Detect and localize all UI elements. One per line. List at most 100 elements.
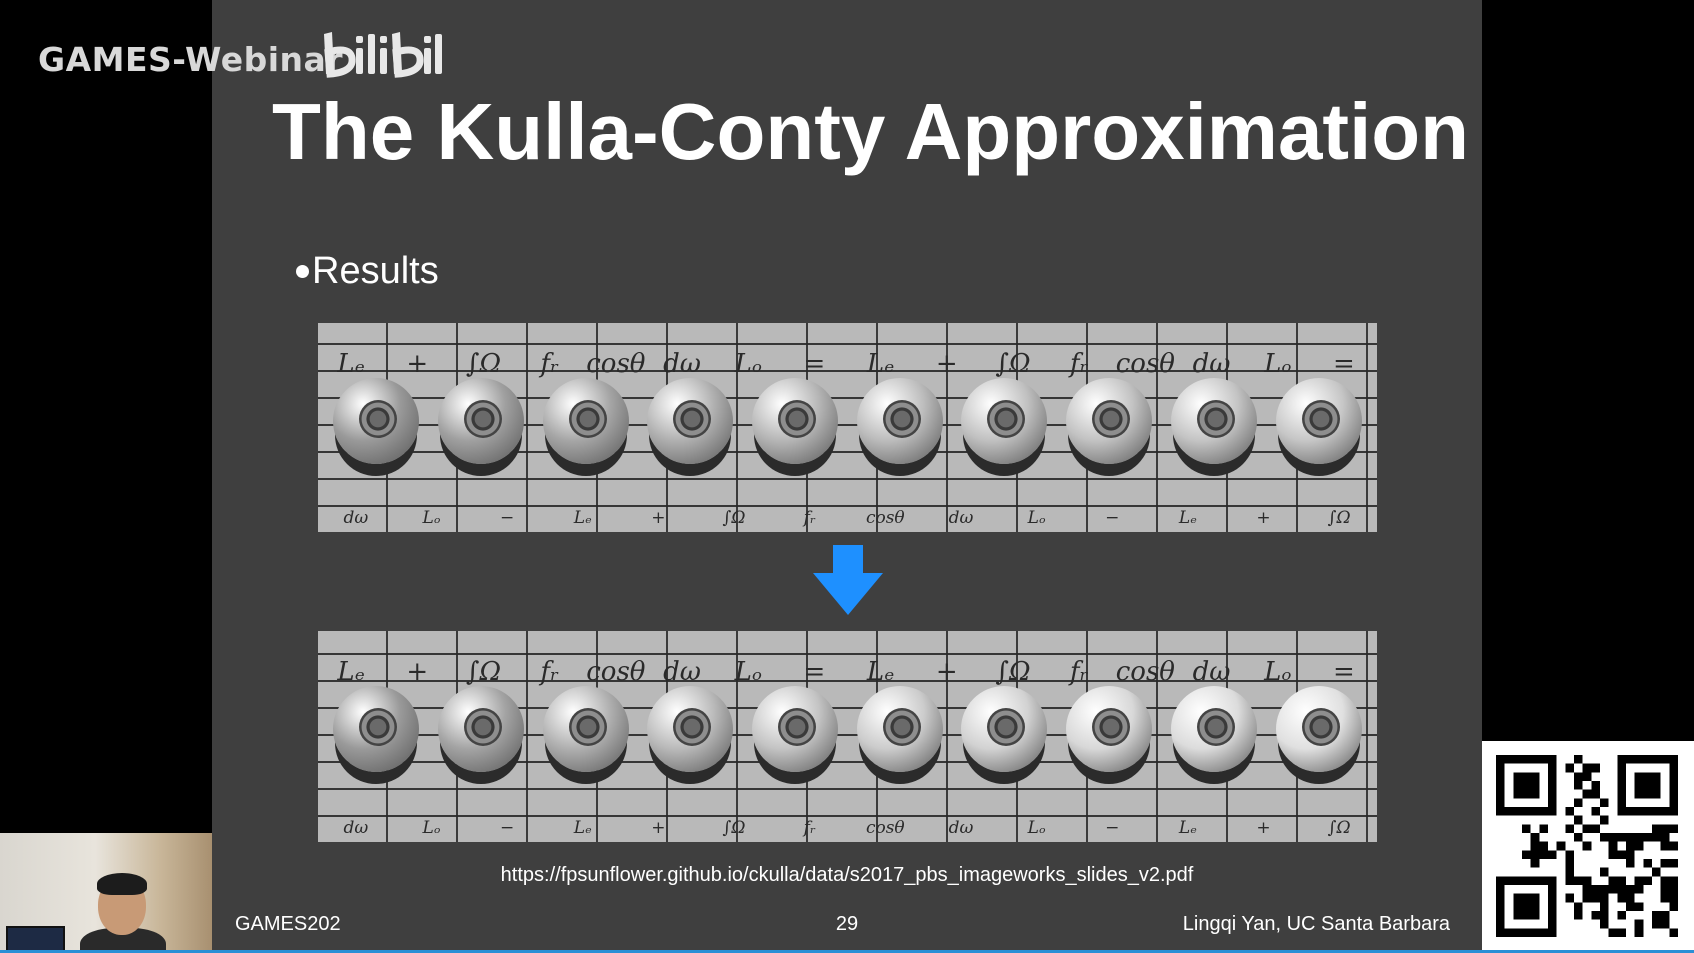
render-symbol: dω	[343, 818, 369, 838]
slide-title: The Kulla-Conty Approximation	[272, 87, 1470, 176]
material-sphere	[1275, 378, 1362, 464]
render-symbol: dω	[663, 349, 701, 379]
render-symbols-upper: Lₑ + ∫Ω fᵣ cosθ dω Lₒ = Lₑ + ∫Ω fᵣ cosθ dω Lₒ =	[318, 349, 1377, 379]
render-image-before: Lₑ + ∫Ω fᵣ cosθ dω Lₒ = Lₑ + ∫Ω fᵣ cosθ dω Lₒ = dω Lₒ − Lₑ…	[318, 323, 1377, 532]
material-sphere	[1170, 686, 1257, 772]
render-symbol: dω	[663, 657, 701, 687]
render-image-after: Lₑ + ∫Ω fᵣ cosθ dω Lₒ = Lₑ + ∫Ω fᵣ cosθ dω Lₒ = dω Lₒ − Lₑ…	[318, 631, 1377, 842]
render-symbol: dω	[1192, 349, 1231, 379]
presentation-slide: The Kulla-Conty Approximation Results Lₑ…	[212, 0, 1482, 953]
material-sphere	[1066, 378, 1153, 464]
material-sphere	[961, 686, 1048, 772]
render-symbol: ∫Ω	[465, 657, 502, 687]
render-symbol: ∫Ω	[995, 349, 1031, 379]
render-symbol: fᵣ	[1069, 349, 1089, 379]
monitor-icon	[6, 926, 65, 953]
render-symbols-lower: dω Lₒ − Lₑ + ∫Ω fᵣ cosθ dω Lₒ − Lₑ + ∫Ω	[318, 818, 1377, 838]
material-sphere	[438, 686, 525, 772]
material-sphere	[752, 686, 839, 772]
bullet-item: Results	[296, 250, 439, 293]
source-link[interactable]: https://fpsunflower.github.io/ckulla/dat…	[500, 864, 1194, 886]
render-symbol: −	[499, 818, 515, 838]
render-symbol: Lₑ	[1178, 818, 1197, 838]
render-symbol: Lₑ	[337, 349, 365, 379]
render-symbol: =	[803, 657, 826, 687]
render-symbol: cosθ	[1115, 349, 1175, 379]
render-symbol: cosθ	[1115, 657, 1175, 687]
material-sphere	[542, 686, 629, 772]
material-sphere	[438, 378, 525, 464]
render-symbol: fᵣ	[540, 657, 559, 687]
speaker-webcam	[0, 833, 212, 953]
render-symbol: +	[406, 349, 429, 379]
down-arrow-icon	[813, 545, 883, 615]
render-symbol: Lₒ	[1264, 657, 1292, 687]
material-sphere	[856, 378, 943, 464]
render-symbol: cosθ	[586, 657, 646, 687]
render-symbol: −	[1105, 508, 1120, 528]
render-symbol: ∫Ω	[465, 349, 502, 379]
render-symbol: Lₑ	[866, 657, 895, 687]
material-sphere	[647, 378, 734, 464]
render-symbol: +	[651, 508, 666, 528]
progress-line	[0, 950, 1694, 953]
render-symbol: +	[406, 657, 429, 687]
material-sphere	[856, 686, 943, 772]
material-sphere	[961, 378, 1048, 464]
render-symbol: dω	[948, 508, 974, 528]
sphere-row-top	[318, 378, 1377, 464]
render-symbol: +	[1256, 508, 1271, 528]
render-symbol: fᵣ	[540, 349, 559, 379]
render-symbol: dω	[1192, 657, 1231, 687]
render-symbol: ∫Ω	[1327, 818, 1351, 838]
render-symbol: =	[803, 349, 826, 379]
render-symbol: =	[1333, 657, 1355, 687]
render-symbol: Lₒ	[422, 508, 441, 528]
author-affiliation: Lingqi Yan, UC Santa Barbara	[1182, 913, 1450, 935]
material-sphere	[752, 378, 839, 464]
render-symbol: Lₒ	[734, 657, 762, 687]
material-sphere	[333, 378, 420, 464]
material-sphere	[333, 686, 420, 772]
render-symbol: Lₒ	[734, 349, 762, 379]
games-webinar-watermark: GAMES-Webinar	[38, 40, 344, 79]
material-sphere	[1275, 686, 1362, 772]
render-symbol: fᵣ	[803, 508, 816, 528]
bilibili-logo-icon	[324, 32, 442, 78]
render-symbol: Lₑ	[1178, 508, 1197, 528]
render-symbol: Lₒ	[1027, 508, 1046, 528]
material-sphere	[542, 378, 629, 464]
sphere-row-bottom	[318, 686, 1377, 772]
material-sphere	[1066, 686, 1153, 772]
render-symbol: Lₒ	[1264, 349, 1292, 379]
render-symbol: ∫Ω	[1327, 508, 1351, 528]
material-sphere	[1170, 378, 1257, 464]
render-symbol: =	[1333, 349, 1355, 379]
speaker-hair	[97, 873, 147, 895]
material-sphere	[647, 686, 734, 772]
render-symbol: +	[935, 349, 958, 379]
render-symbols-lower: dω Lₒ − Lₑ + ∫Ω fᵣ cosθ dω Lₒ − Lₑ + ∫Ω	[318, 508, 1377, 528]
bullet-dot-icon	[296, 265, 309, 278]
page-number: 29	[835, 913, 859, 935]
render-symbol: +	[935, 657, 958, 687]
render-symbol: cosθ	[586, 349, 646, 379]
render-symbol: dω	[948, 818, 974, 838]
render-symbol: Lₑ	[337, 657, 365, 687]
qr-code-icon	[1496, 755, 1678, 937]
render-symbol: ∫Ω	[995, 657, 1031, 687]
bilibili-logo	[320, 28, 444, 97]
render-symbol: Lₑ	[866, 349, 895, 379]
render-symbol: Lₑ	[573, 818, 592, 838]
render-symbol: ∫Ω	[722, 818, 746, 838]
render-symbol: ∫Ω	[722, 508, 746, 528]
render-symbol: −	[1105, 818, 1120, 838]
render-symbol: −	[499, 508, 515, 528]
render-symbol: cosθ	[865, 508, 905, 528]
render-symbol: +	[1256, 818, 1271, 838]
bullet-text: Results	[312, 250, 439, 292]
render-symbol: fᵣ	[803, 818, 816, 838]
course-name: GAMES202	[235, 913, 341, 935]
left-black-bar	[0, 0, 212, 953]
render-symbol: cosθ	[865, 818, 905, 838]
